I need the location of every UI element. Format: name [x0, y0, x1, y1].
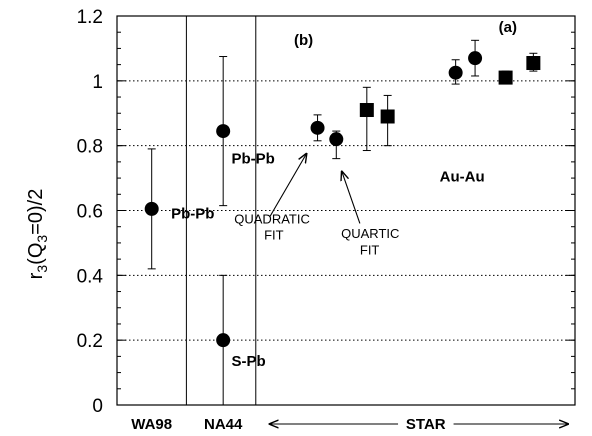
y-tick-label: 0 [92, 396, 103, 417]
quartic-fit-arrow [342, 172, 361, 224]
marker-circle [448, 65, 463, 80]
annotation-quadratic: QUADRATIC [234, 211, 310, 226]
annotation--a-: (a) [499, 19, 517, 36]
grid-lines [117, 80, 575, 341]
marker-circle [329, 132, 344, 147]
marker-square [526, 56, 541, 71]
x-category-label-star: STAR [406, 416, 446, 433]
y-tick-label: 0.2 [77, 331, 103, 352]
data-point-circle-4 [329, 130, 344, 160]
marker-square [498, 70, 513, 85]
quadratic-fit-arrow [269, 154, 307, 218]
y-tick-label: 1.2 [77, 7, 103, 28]
x-category-label-wa98: WA98 [131, 416, 172, 433]
data-point-square-3 [526, 52, 541, 72]
y-tick-label: 0.6 [77, 202, 103, 223]
data-point-circle-1 [216, 56, 231, 207]
tick-marks [117, 15, 575, 406]
annotation-quartic: QUARTIC [341, 226, 399, 241]
y-tick-label: 1 [92, 72, 103, 93]
marker-circle [468, 51, 483, 66]
annotation-arrows [269, 154, 361, 224]
data-points [144, 39, 541, 405]
y-tick-label: 0.8 [77, 137, 103, 158]
y-axis-label: r3(Q3=0)/2 [25, 189, 50, 280]
data-point-square-2 [498, 70, 513, 85]
annotation-s-pb: S-Pb [232, 353, 266, 370]
data-point-circle-2 [216, 274, 231, 405]
y-tick-label: 0.4 [77, 266, 104, 287]
annotation-pb-pb: Pb-Pb [232, 150, 275, 167]
data-point-circle-3 [310, 114, 325, 142]
marker-square [359, 103, 374, 118]
marker-circle [216, 333, 231, 348]
marker-circle [144, 201, 159, 216]
x-category-label-na44: NA44 [204, 416, 243, 433]
annotation-fit: FIT [264, 228, 284, 243]
annotation-au-au: Au-Au [440, 168, 485, 185]
annotation--b-: (b) [294, 32, 313, 49]
data-point-square-1 [380, 94, 395, 147]
annotation-fit: FIT [360, 242, 380, 257]
data-point-square-0 [359, 86, 374, 152]
marker-circle [310, 120, 325, 135]
marker-square [380, 109, 395, 124]
marker-circle [216, 124, 231, 139]
annotation-pb-pb: Pb-Pb [171, 206, 214, 223]
data-point-circle-0 [144, 148, 159, 270]
y-tick-labels: 0 0.2 0.4 0.6 0.8 1 1.2 [77, 7, 104, 417]
data-point-circle-5 [448, 59, 463, 85]
x-category-labels: WA98 NA44 STAR [131, 416, 568, 433]
data-point-circle-6 [468, 39, 483, 77]
